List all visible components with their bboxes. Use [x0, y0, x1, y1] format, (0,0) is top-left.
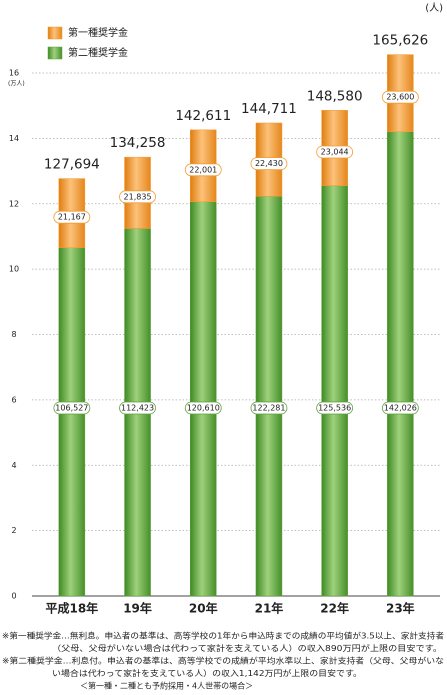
value-label: 142,026 [384, 404, 417, 413]
value-label-box [119, 190, 156, 204]
y-tick-label: 6 [11, 395, 16, 404]
value-label: 22,430 [255, 159, 283, 168]
total-label: 144,711 [241, 101, 297, 117]
footnote: い場合は代わって家計を支えている人）の収入1,142万円が上限の目安です。 [52, 668, 362, 678]
bar-segment [321, 185, 348, 597]
unit-label: (人) [425, 2, 443, 14]
bar-segment [255, 196, 283, 597]
y-unit-label: (万人) [8, 81, 25, 88]
footnote: ※第一種奨学金…無利息。申込者の基準は、高等学校の1年から申込時までの成績の平均… [2, 631, 444, 641]
x-tick-label: 21年 [255, 601, 284, 616]
value-label: 125,536 [318, 404, 351, 413]
value-label-box [184, 401, 222, 415]
y-tick-label: 0 [11, 592, 16, 601]
bar-segment [58, 247, 86, 597]
value-label: 21,167 [58, 213, 86, 222]
total-label: 142,611 [175, 108, 231, 124]
total-label: 127,694 [44, 157, 100, 173]
total-label: 148,580 [307, 88, 363, 104]
legend-swatch [47, 26, 63, 40]
value-label: 21,835 [124, 192, 152, 201]
value-label: 120,610 [187, 404, 220, 413]
legend-swatch [47, 46, 63, 60]
value-label-box [316, 145, 354, 159]
value-label: 106,527 [55, 404, 88, 413]
value-label-box [119, 401, 156, 415]
legend-label: 第一種奨学金 [68, 26, 128, 39]
x-tick-label: 20年 [189, 601, 218, 616]
y-tick-label: 12 [9, 199, 19, 208]
x-tick-label: 23年 [386, 601, 415, 616]
footnote: （父母、父母がいない場合は代わって家計を支えている人）の収入890万円が上限の目… [52, 643, 442, 653]
value-label-box [381, 401, 419, 415]
total-label: 134,258 [110, 135, 166, 151]
total-label: 165,626 [372, 33, 428, 49]
value-label: 22,001 [189, 165, 217, 174]
value-label-box [53, 401, 91, 415]
value-label-box [250, 401, 288, 415]
value-label: 112,423 [121, 404, 154, 413]
value-label-box [316, 401, 354, 415]
x-tick-label: 19年 [123, 601, 152, 616]
value-label-box [53, 210, 91, 224]
x-tick-label: 平成18年 [45, 601, 98, 616]
y-tick-label: 16 [9, 69, 19, 78]
footnote: ＜第一種・二種とも予約採用・4人世帯の場合＞ [80, 681, 253, 691]
y-tick-label: 10 [9, 265, 19, 274]
value-label-box [250, 157, 288, 171]
value-label: 23,600 [386, 93, 414, 102]
value-label: 122,281 [252, 404, 285, 413]
value-label: 23,044 [321, 147, 349, 156]
legend-label: 第二種奨学金 [68, 46, 128, 59]
y-tick-label: 14 [9, 134, 19, 143]
bar-segment [387, 131, 414, 597]
x-tick-label: 22年 [320, 601, 349, 616]
bar-segment [190, 201, 217, 597]
value-label-box [381, 90, 419, 104]
y-tick-label: 4 [11, 461, 16, 470]
y-tick-label: 2 [11, 526, 16, 535]
y-tick-label: 8 [11, 330, 16, 339]
footnote: ※第二種奨学金…利息付。申込者の基準は、高等学校での成績が平均水準以上、家計支持… [2, 656, 444, 666]
value-label-box [184, 163, 222, 177]
